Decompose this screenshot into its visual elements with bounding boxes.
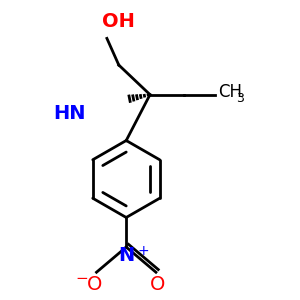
Text: CH: CH xyxy=(218,83,242,101)
Text: OH: OH xyxy=(102,12,135,31)
Text: O: O xyxy=(87,274,103,294)
Text: −: − xyxy=(76,271,88,286)
Text: N: N xyxy=(118,246,134,265)
Text: O: O xyxy=(150,274,165,294)
Text: 3: 3 xyxy=(236,92,244,105)
Text: +: + xyxy=(137,244,149,258)
Text: HN: HN xyxy=(54,104,86,123)
